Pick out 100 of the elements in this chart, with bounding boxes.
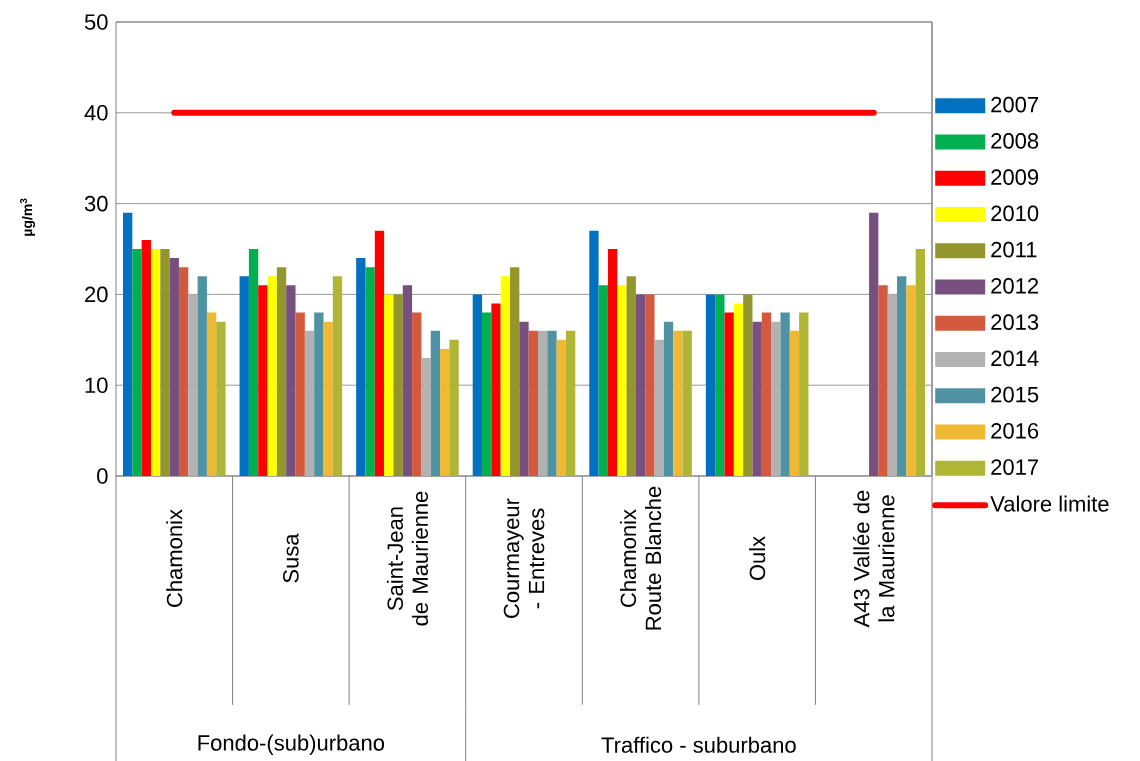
bar (761, 312, 772, 476)
bar (365, 267, 375, 476)
bar (654, 339, 664, 476)
bar (617, 285, 627, 476)
y-tick-label: 0 (97, 468, 108, 484)
bar (528, 330, 538, 476)
y-tick-label: 50 (84, 14, 108, 30)
bar (449, 339, 459, 476)
bar (715, 294, 725, 476)
bar (607, 249, 618, 476)
bar (915, 249, 926, 476)
bar (472, 294, 483, 476)
y-tick-label: 20 (85, 286, 108, 303)
bar (537, 330, 548, 476)
bar (384, 294, 394, 476)
bar (771, 321, 781, 476)
bar (216, 321, 226, 476)
bar (500, 276, 511, 476)
bar (733, 303, 744, 476)
legend-label: 2017 (991, 459, 1039, 475)
legend-label: 2014 (991, 350, 1039, 367)
bar (705, 294, 716, 476)
bar (626, 276, 636, 476)
bar (132, 249, 142, 476)
legend-label: 2011 (991, 241, 1037, 258)
x-tick-label: Oulx (749, 536, 766, 581)
y-axis-title: µg/m$^{3}$ (20, 198, 36, 236)
bar (510, 267, 520, 476)
x-tick-label: Chamonix Route Blanche (620, 486, 662, 630)
bar (906, 285, 916, 476)
bar (323, 321, 333, 476)
bar (402, 285, 413, 476)
x-tick-label: A43 Vallée de la Maurienne (853, 490, 895, 628)
bar (645, 294, 655, 476)
bar (393, 294, 403, 476)
legend-label: 2016 (991, 423, 1039, 439)
bar (304, 330, 315, 476)
bar (752, 321, 762, 476)
x-tick-label: Saint-Jean de Maurienne (386, 491, 429, 626)
bar (789, 330, 800, 476)
legend-label: 2012 (991, 278, 1039, 294)
legend-label: 2015 (991, 386, 1039, 403)
bar (267, 276, 277, 476)
legend-label: Valore limite (990, 495, 1109, 512)
bar (897, 276, 907, 476)
bar (682, 330, 692, 476)
bar (150, 249, 161, 476)
bar (565, 330, 576, 476)
bar (547, 330, 557, 476)
bar (780, 312, 790, 476)
bar (412, 312, 422, 476)
y-tick-label: 40 (84, 105, 108, 121)
bar (160, 249, 170, 476)
bar (122, 212, 133, 476)
x-tick-label: Courmayeur - Entreves (503, 498, 545, 618)
bar (258, 285, 268, 476)
bar (239, 276, 249, 476)
bar (286, 285, 296, 476)
bar (248, 249, 259, 476)
bar (314, 312, 324, 476)
bar (374, 230, 385, 476)
legend-label: 2010 (991, 205, 1039, 222)
bar (295, 312, 305, 476)
bar (141, 239, 151, 476)
bar (430, 330, 441, 476)
bar (440, 348, 450, 476)
bar (878, 285, 888, 476)
bar (332, 276, 343, 476)
bar (887, 294, 898, 476)
y-tick-label: 10 (85, 377, 108, 393)
bar (519, 321, 529, 476)
legend-label: 2008 (991, 133, 1039, 149)
legend-label: 2009 (991, 169, 1039, 185)
bar (276, 267, 287, 476)
bar (356, 258, 366, 476)
bar (663, 321, 674, 476)
legend-label: 2013 (991, 314, 1039, 330)
bar (673, 330, 683, 476)
x-tick-label: Susa (283, 533, 299, 583)
bar (724, 312, 734, 476)
bar (178, 267, 189, 476)
text: Traffico - suburbano (601, 736, 796, 753)
bar (188, 294, 198, 476)
x-tick-label: Chamonix (166, 509, 183, 607)
bar (799, 312, 809, 476)
bar (589, 230, 599, 476)
bar (635, 294, 646, 476)
bar (169, 258, 179, 476)
bar (869, 212, 879, 476)
y-tick-label: 30 (84, 195, 108, 212)
bar (598, 285, 608, 476)
bar (556, 339, 566, 476)
bar (197, 276, 207, 476)
bar (743, 294, 753, 476)
legend-label: 2007 (991, 96, 1039, 113)
bar (206, 312, 217, 476)
bar (421, 357, 431, 476)
text: Fondo-(sub)urbano (198, 734, 385, 756)
bar (491, 303, 501, 476)
bar (482, 312, 492, 476)
